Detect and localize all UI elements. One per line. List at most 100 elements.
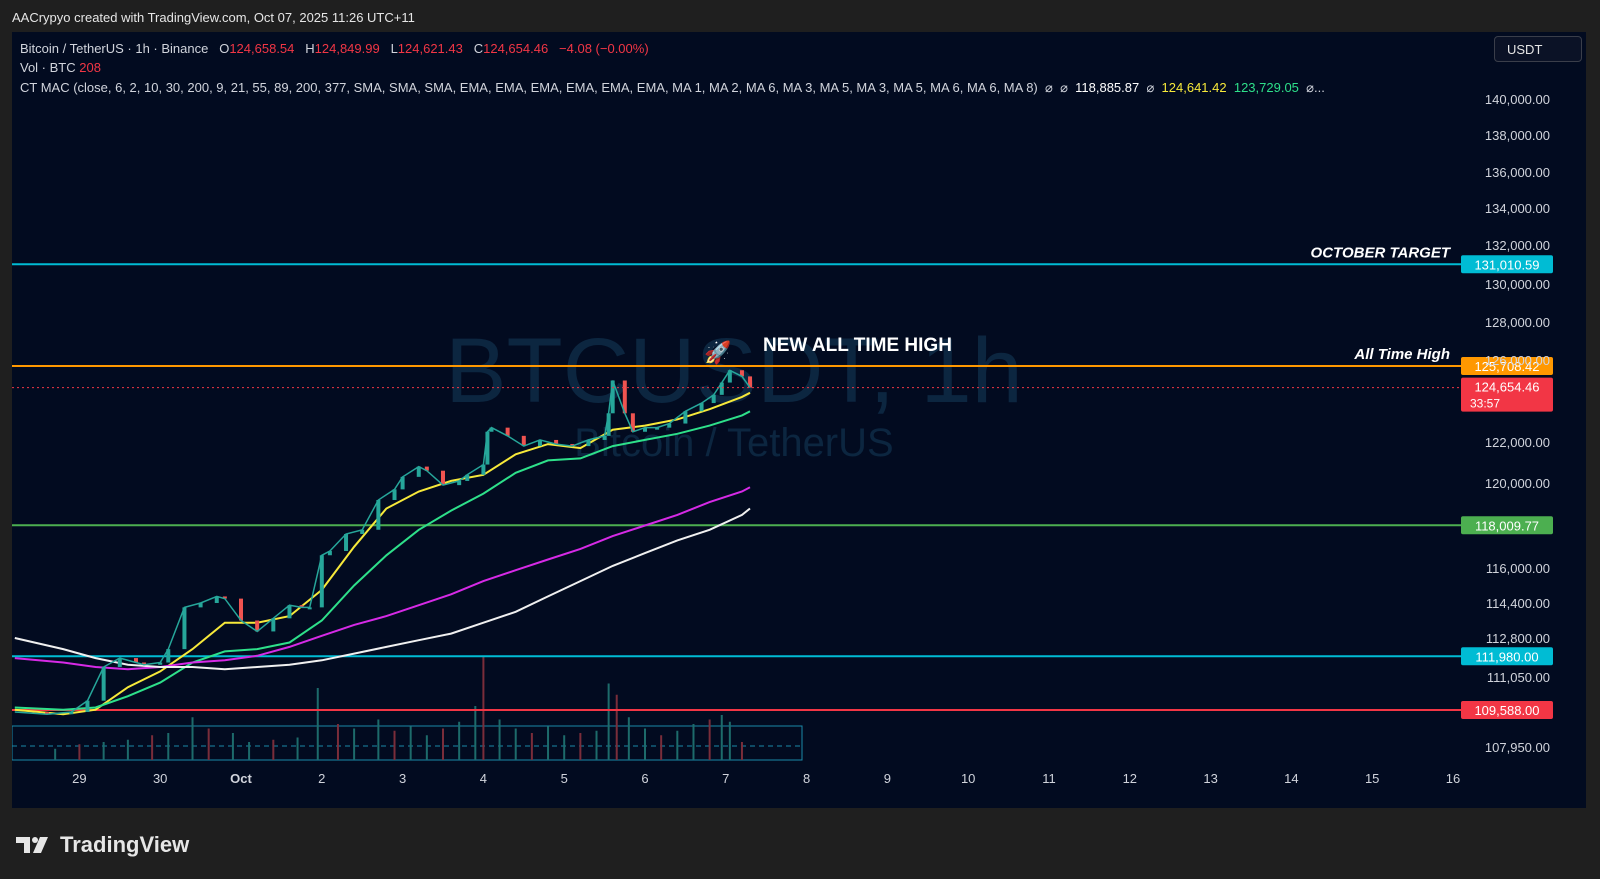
price-candle — [416, 466, 421, 477]
volume-bar — [627, 717, 630, 760]
price-candle — [198, 603, 203, 608]
price-candle — [586, 439, 591, 447]
price-candle — [85, 700, 90, 712]
tradingview-brand: TradingView — [60, 832, 190, 857]
price-candle — [465, 474, 470, 481]
volume-bar — [167, 733, 170, 760]
tradingview-logo[interactable]: TradingView — [14, 832, 189, 858]
volume-bar — [316, 688, 319, 760]
chart-attribution: AACrypyo created with TradingView.com, O… — [12, 10, 415, 25]
y-tick-label: 138,000.00 — [1485, 128, 1550, 143]
price-candle — [485, 431, 490, 465]
y-tick-label: 136,000.00 — [1485, 165, 1550, 180]
price-candle — [376, 500, 381, 530]
price-candle — [699, 403, 704, 412]
y-tick-label: 120,000.00 — [1485, 476, 1550, 491]
open-label: O — [219, 41, 230, 56]
level-label-box — [1461, 701, 1553, 720]
volume-bar — [692, 724, 695, 760]
volume-bar — [482, 656, 485, 760]
currency-button[interactable]: USDT — [1494, 36, 1582, 62]
volume-bar — [296, 737, 299, 760]
volume-legend[interactable]: Vol · BTC 208 — [20, 60, 101, 75]
price-candle — [719, 382, 724, 395]
price-candle — [667, 423, 672, 428]
moving-average-line — [14, 410, 751, 711]
price-candle — [537, 439, 542, 447]
volume-bar — [579, 733, 582, 760]
symbol-title[interactable]: Bitcoin / TetherUS · 1h · Binance — [20, 41, 209, 56]
moving-average-line — [14, 507, 751, 671]
x-tick-label: 5 — [561, 771, 568, 786]
open-value: 124,658.54 — [229, 41, 295, 56]
y-tick-label: 114,400.00 — [1486, 596, 1550, 611]
price-candle — [101, 666, 106, 701]
price-candle — [457, 480, 462, 486]
volume-bar — [644, 728, 646, 760]
x-tick-label: 8 — [803, 771, 810, 786]
x-tick-label: 7 — [722, 771, 729, 786]
last-price-label: 124,654.46 — [1474, 380, 1539, 395]
price-candle — [630, 413, 635, 432]
y-tick-label: 107,950.00 — [1485, 740, 1550, 755]
volume-bar — [607, 683, 610, 760]
price-candle — [505, 427, 510, 436]
y-tick-label: 140,000.00 — [1485, 92, 1550, 107]
volume-bar — [409, 726, 412, 760]
volume-bar — [393, 730, 396, 760]
volume-bar — [514, 728, 517, 760]
ctmac-legend[interactable]: CT MAC (close, 6, 2, 10, 30, 200, 9, 21,… — [20, 80, 1325, 96]
volume-bar — [660, 735, 663, 760]
price-candle — [602, 435, 607, 440]
x-tick-label: 14 — [1284, 771, 1298, 786]
price-candle — [570, 444, 575, 447]
price-candle — [319, 555, 324, 608]
x-tick-label: 30 — [153, 771, 167, 786]
volume-bar — [248, 742, 251, 760]
ath-annotation: NEW ALL TIME HIGH — [763, 335, 952, 356]
y-tick-label: 128,000.00 — [1485, 315, 1550, 330]
volume-bar — [78, 744, 81, 760]
low-value: 124,621.43 — [397, 41, 463, 56]
volume-bar — [425, 735, 428, 760]
y-tick-label: 126,000.00 — [1485, 353, 1550, 368]
chart-area[interactable]: BTCUSDT, 1h Bitcoin / TetherUS 131,010.59 O… — [12, 32, 1586, 808]
price-candle — [255, 620, 260, 632]
volume-bar — [720, 715, 723, 760]
ctmac-value-3: 123,729.05 — [1233, 80, 1299, 95]
volume-bar — [377, 719, 380, 760]
close-value: 124,654.46 — [483, 41, 549, 56]
price-candle — [489, 427, 494, 432]
volume-value: 208 — [79, 60, 101, 75]
price-candle — [117, 658, 122, 667]
volume-bar — [595, 730, 598, 760]
x-tick-label: 29 — [72, 771, 86, 786]
low-label: L — [390, 41, 398, 56]
y-tick-label: 112,800.00 — [1486, 631, 1550, 646]
x-tick-label: 2 — [318, 771, 325, 786]
volume-bar — [547, 726, 550, 760]
x-tick-label: 3 — [399, 771, 406, 786]
volume-bar — [54, 748, 57, 760]
level-label: 131,010.59 — [1474, 257, 1539, 272]
high-label: H — [305, 41, 315, 56]
y-tick-label: 122,000.00 — [1485, 435, 1550, 450]
x-tick-label: Oct — [230, 771, 252, 786]
volume-bar — [563, 735, 566, 760]
level-note: All Time High — [1353, 346, 1450, 363]
volume-bar — [207, 728, 210, 760]
ohlc-legend: Bitcoin / TetherUS · 1h · Binance O124,6… — [20, 41, 649, 56]
y-tick-label: 134,000.00 — [1485, 201, 1550, 216]
level-label-box — [1461, 516, 1553, 535]
volume-bar — [126, 739, 129, 760]
x-tick-label: 9 — [884, 771, 891, 786]
price-candle — [166, 649, 171, 663]
volume-bar — [442, 728, 444, 760]
tradingview-logo-icon — [16, 837, 48, 853]
price-candle — [299, 605, 304, 608]
x-tick-label: 12 — [1123, 771, 1137, 786]
level-note: OCTOBER TARGET — [1311, 244, 1452, 261]
price-line — [14, 369, 751, 716]
x-tick-label: 15 — [1365, 771, 1379, 786]
